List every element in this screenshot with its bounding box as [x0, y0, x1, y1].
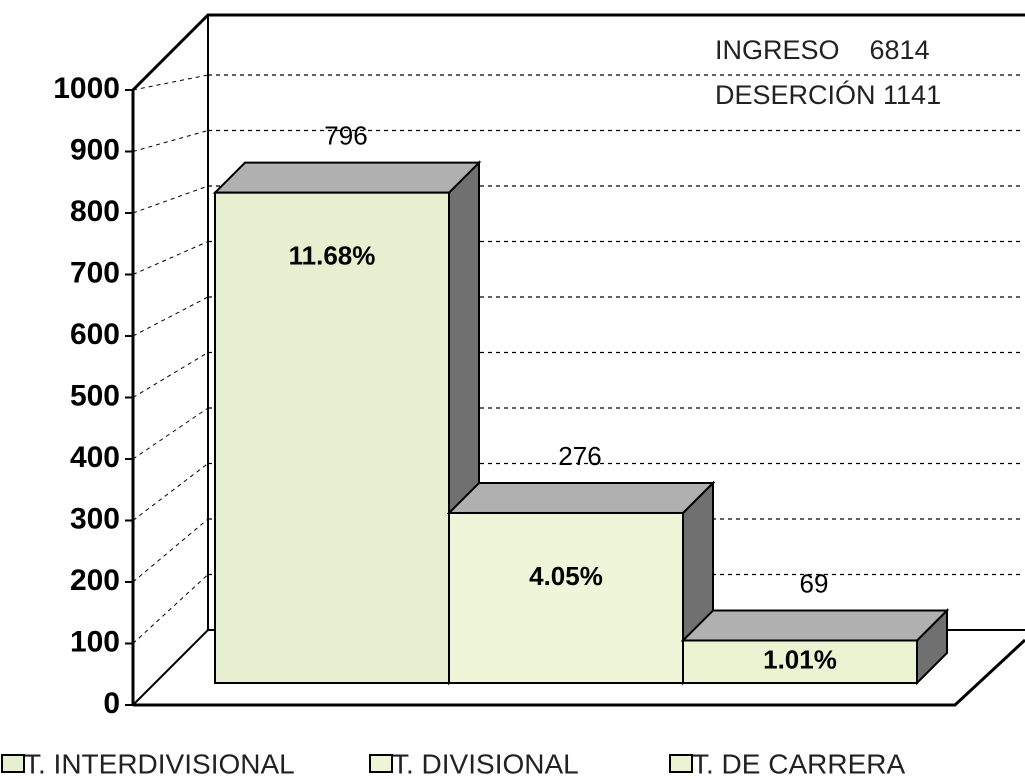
y-tick-label: 800: [70, 195, 120, 228]
y-tick-label: 400: [70, 441, 120, 474]
grid-line: [132, 574, 209, 644]
value-label: 276: [558, 441, 601, 471]
y-tick-label: 900: [70, 133, 120, 166]
grid-line: [132, 241, 209, 275]
y-tick-label: 700: [70, 256, 120, 289]
legend-label: T. INTERDIVISIONAL: [24, 748, 295, 779]
y-tick-label: 300: [70, 502, 120, 535]
bar: [682, 639, 918, 684]
percent-label: 1.01%: [763, 645, 837, 675]
bar: [448, 511, 684, 685]
grid-line: [132, 130, 209, 152]
percent-label: 4.05%: [529, 561, 603, 591]
bar-top: [680, 609, 950, 642]
legend-label: T. DE CARRERA: [692, 748, 905, 779]
legend-swatch: [669, 754, 693, 773]
legend-label: T. DIVISIONAL: [392, 748, 579, 779]
value-label: 69: [800, 568, 829, 598]
y-tick-label: 200: [70, 564, 120, 597]
grid-line: [132, 463, 209, 521]
grid-line: [132, 352, 209, 398]
annotation: INGRESO 6814: [715, 35, 930, 65]
percent-label: 11.68%: [289, 241, 376, 271]
y-tick-label: 600: [70, 318, 120, 351]
floor-edge: [133, 638, 1025, 707]
grid-line: [132, 296, 209, 337]
y-tick-label: 1000: [53, 72, 120, 105]
y-tick-label: 100: [70, 625, 120, 658]
legend-swatch: [369, 754, 393, 773]
bar: [214, 191, 450, 684]
legend-swatch: [1, 754, 25, 773]
grid-line: [132, 185, 209, 214]
annotation: DESERCIÓN 1141: [715, 79, 941, 110]
grid-line: [132, 518, 209, 583]
grid-line: [132, 407, 209, 460]
bar-top: [212, 161, 482, 194]
value-label: 796: [324, 121, 367, 151]
floor-left-edge: [132, 629, 209, 706]
bar-top: [446, 481, 716, 514]
y-tick-label: 500: [70, 379, 120, 412]
y-tick-label: 0: [103, 687, 120, 720]
